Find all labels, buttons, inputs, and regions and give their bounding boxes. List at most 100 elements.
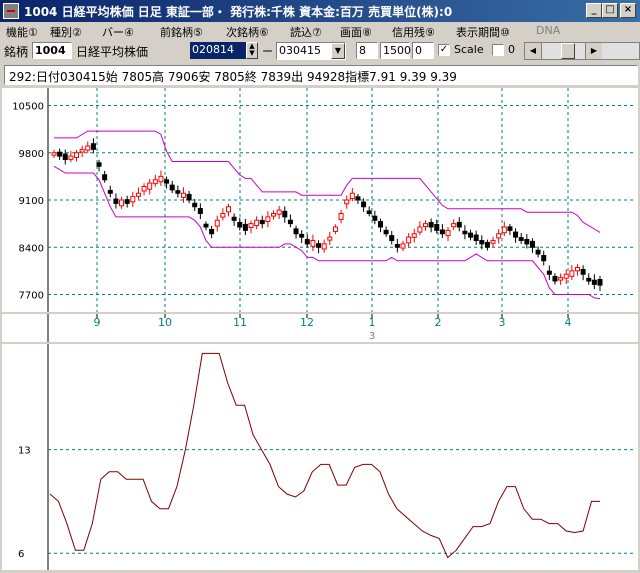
candle-body [124, 199, 130, 204]
lower-band-line [53, 165, 601, 300]
menu-prev-stock[interactable]: 前銘柄⑤ [160, 26, 203, 39]
candle-body [552, 275, 558, 282]
menu-function[interactable]: 機能① [6, 26, 38, 39]
menu-bar: 機能① 種別② バー④ 前銘柄⑤ 次銘柄⑥ 読込⑦ 画面⑧ 信用残⑨ 表示期間⑩… [0, 22, 640, 40]
scroll-left-icon[interactable]: ◀ [525, 43, 542, 59]
upper-band-line [54, 130, 601, 233]
candle-body [248, 223, 254, 228]
month-label: 10 [158, 316, 172, 329]
month-label: 11 [233, 316, 247, 329]
candle-body [394, 244, 400, 248]
candle-body [344, 199, 350, 205]
code-label: 銘柄 [4, 45, 29, 59]
date-axis: 9 10 11 12 1 2 3 43 [47, 314, 572, 342]
menu-bar-type[interactable]: バー④ [102, 26, 134, 39]
candle-body [546, 270, 552, 275]
candle-body [130, 196, 136, 203]
candle-body [299, 233, 305, 238]
candle-body [558, 277, 564, 281]
candle-body [484, 241, 490, 248]
candle-body [316, 243, 322, 248]
candle-body [580, 268, 586, 275]
candle-body [473, 234, 479, 242]
scroll-right-icon[interactable]: ▶ [585, 43, 602, 59]
candle-body [586, 277, 592, 282]
candle-body [225, 206, 231, 213]
value2-field[interactable]: 1500 [380, 42, 411, 59]
candle-body [180, 192, 186, 198]
month-label: 1 [369, 316, 376, 329]
candle-body [62, 153, 68, 160]
candle-body [423, 223, 429, 228]
app-icon[interactable] [3, 3, 19, 19]
candle-body [501, 226, 507, 234]
code-field[interactable]: 1004 [32, 42, 72, 59]
candle-body [400, 243, 406, 249]
scale-label: Scale [454, 43, 484, 56]
candle-body [119, 199, 125, 207]
candle-body [513, 231, 519, 238]
candle-body [113, 198, 119, 204]
date-to-select[interactable]: 030415 ▼ [276, 42, 346, 60]
candle-body [147, 182, 153, 190]
menu-type[interactable]: 種別② [50, 26, 82, 39]
price-tick-label: 9100 [19, 196, 44, 207]
candle-body [496, 233, 502, 239]
menu-screen[interactable]: 画面⑧ [340, 26, 372, 39]
candle-body [293, 228, 299, 235]
candle-body [321, 243, 327, 250]
candle-body [389, 235, 395, 241]
candle-body [209, 228, 215, 235]
candle-body [107, 189, 113, 194]
value3-field[interactable]: 0 [412, 42, 434, 59]
date-from-field[interactable]: 020814 [190, 42, 246, 59]
candle-body [372, 215, 378, 221]
scale-checkbox[interactable]: ✓ [438, 44, 450, 56]
candle-body [591, 279, 597, 285]
candle-body [332, 226, 338, 232]
month-label: 12 [300, 316, 314, 329]
date-axis-panel: 9 10 11 12 1 2 3 4 3 [2, 314, 638, 342]
candle-body [135, 192, 141, 197]
candle-body [541, 255, 547, 262]
candle-body [355, 196, 361, 201]
candle-body [569, 270, 575, 277]
candle-body [254, 219, 260, 227]
price-tick-label: 10500 [12, 102, 44, 113]
candle-body [282, 210, 288, 218]
menu-margin[interactable]: 信用残⑨ [392, 26, 435, 39]
candle-body [574, 267, 580, 272]
candle-body [377, 220, 383, 228]
maximize-button[interactable]: □ [602, 3, 618, 18]
price-tick-label: 8400 [19, 243, 44, 254]
scroll-thumb[interactable] [561, 43, 575, 59]
candle-body [231, 216, 237, 221]
minimize-button[interactable]: _ [586, 3, 602, 18]
candle-body [411, 233, 417, 238]
candle-body [57, 151, 63, 157]
month-label: 9 [94, 316, 101, 329]
candle-body [271, 213, 277, 217]
menu-next-stock[interactable]: 次銘柄⑥ [226, 26, 269, 39]
date-from-spinner[interactable]: ▲ ▼ [246, 42, 258, 59]
period-field[interactable]: 8 [356, 42, 378, 59]
candle-body [287, 219, 293, 225]
chevron-down-icon[interactable]: ▼ [331, 43, 345, 59]
candle-body [90, 143, 96, 150]
menu-display-period[interactable]: 表示期間⑩ [456, 26, 510, 39]
month-label: 4 [565, 316, 572, 329]
indicator-line [49, 352, 600, 559]
candle-body [242, 223, 248, 231]
data-info-line: 292:日付030415始 7805高 7906安 7805終 7839出 94… [4, 65, 638, 85]
candle-body [529, 240, 535, 248]
indicator-chart: 13 6 [18, 344, 634, 570]
candle-body [406, 236, 412, 244]
option-checkbox[interactable] [492, 44, 504, 56]
close-button[interactable]: × [620, 3, 636, 18]
candle-body [220, 213, 226, 218]
candle-body [214, 219, 220, 227]
price-candles [51, 138, 603, 292]
menu-load[interactable]: 読込⑦ [290, 26, 322, 39]
horizontal-scrollbar[interactable]: ◀ ▶ [524, 42, 640, 60]
candle-body [237, 222, 243, 228]
